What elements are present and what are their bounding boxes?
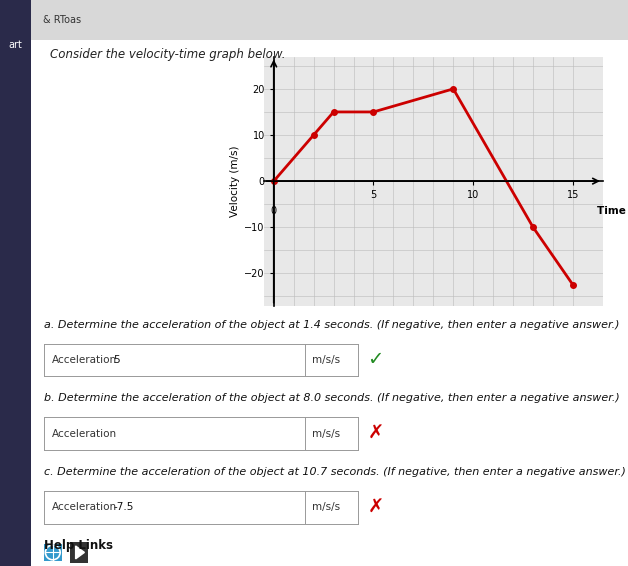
- Text: -7.5: -7.5: [113, 502, 133, 512]
- Text: Acceleration: Acceleration: [51, 428, 117, 439]
- Text: Acceleration: Acceleration: [51, 502, 117, 512]
- Y-axis label: Velocity (m/s): Velocity (m/s): [230, 145, 240, 217]
- Text: Acceleration: Acceleration: [51, 355, 117, 365]
- Text: m/s/s: m/s/s: [313, 355, 340, 365]
- Text: c. Determine the acceleration of the object at 10.7 seconds. (If negative, then : c. Determine the acceleration of the obj…: [44, 467, 626, 477]
- Text: 5: 5: [113, 355, 120, 365]
- Text: a. Determine the acceleration of the object at 1.4 seconds. (If negative, then e: a. Determine the acceleration of the obj…: [44, 320, 619, 330]
- Text: ✓: ✓: [367, 350, 384, 370]
- Text: ✗: ✗: [367, 498, 384, 517]
- Text: m/s/s: m/s/s: [313, 428, 340, 439]
- Text: Consider the velocity-time graph below.: Consider the velocity-time graph below.: [50, 48, 286, 61]
- Text: m/s/s: m/s/s: [313, 502, 340, 512]
- Polygon shape: [75, 546, 84, 559]
- Text: ✗: ✗: [367, 424, 384, 443]
- Text: & RToas: & RToas: [43, 15, 82, 25]
- Text: b. Determine the acceleration of the object at 8.0 seconds. (If negative, then e: b. Determine the acceleration of the obj…: [44, 393, 620, 404]
- Text: art: art: [9, 40, 23, 50]
- Text: Time (s): Time (s): [597, 207, 628, 216]
- Text: 0: 0: [271, 207, 277, 216]
- Text: Help Links: Help Links: [44, 539, 113, 552]
